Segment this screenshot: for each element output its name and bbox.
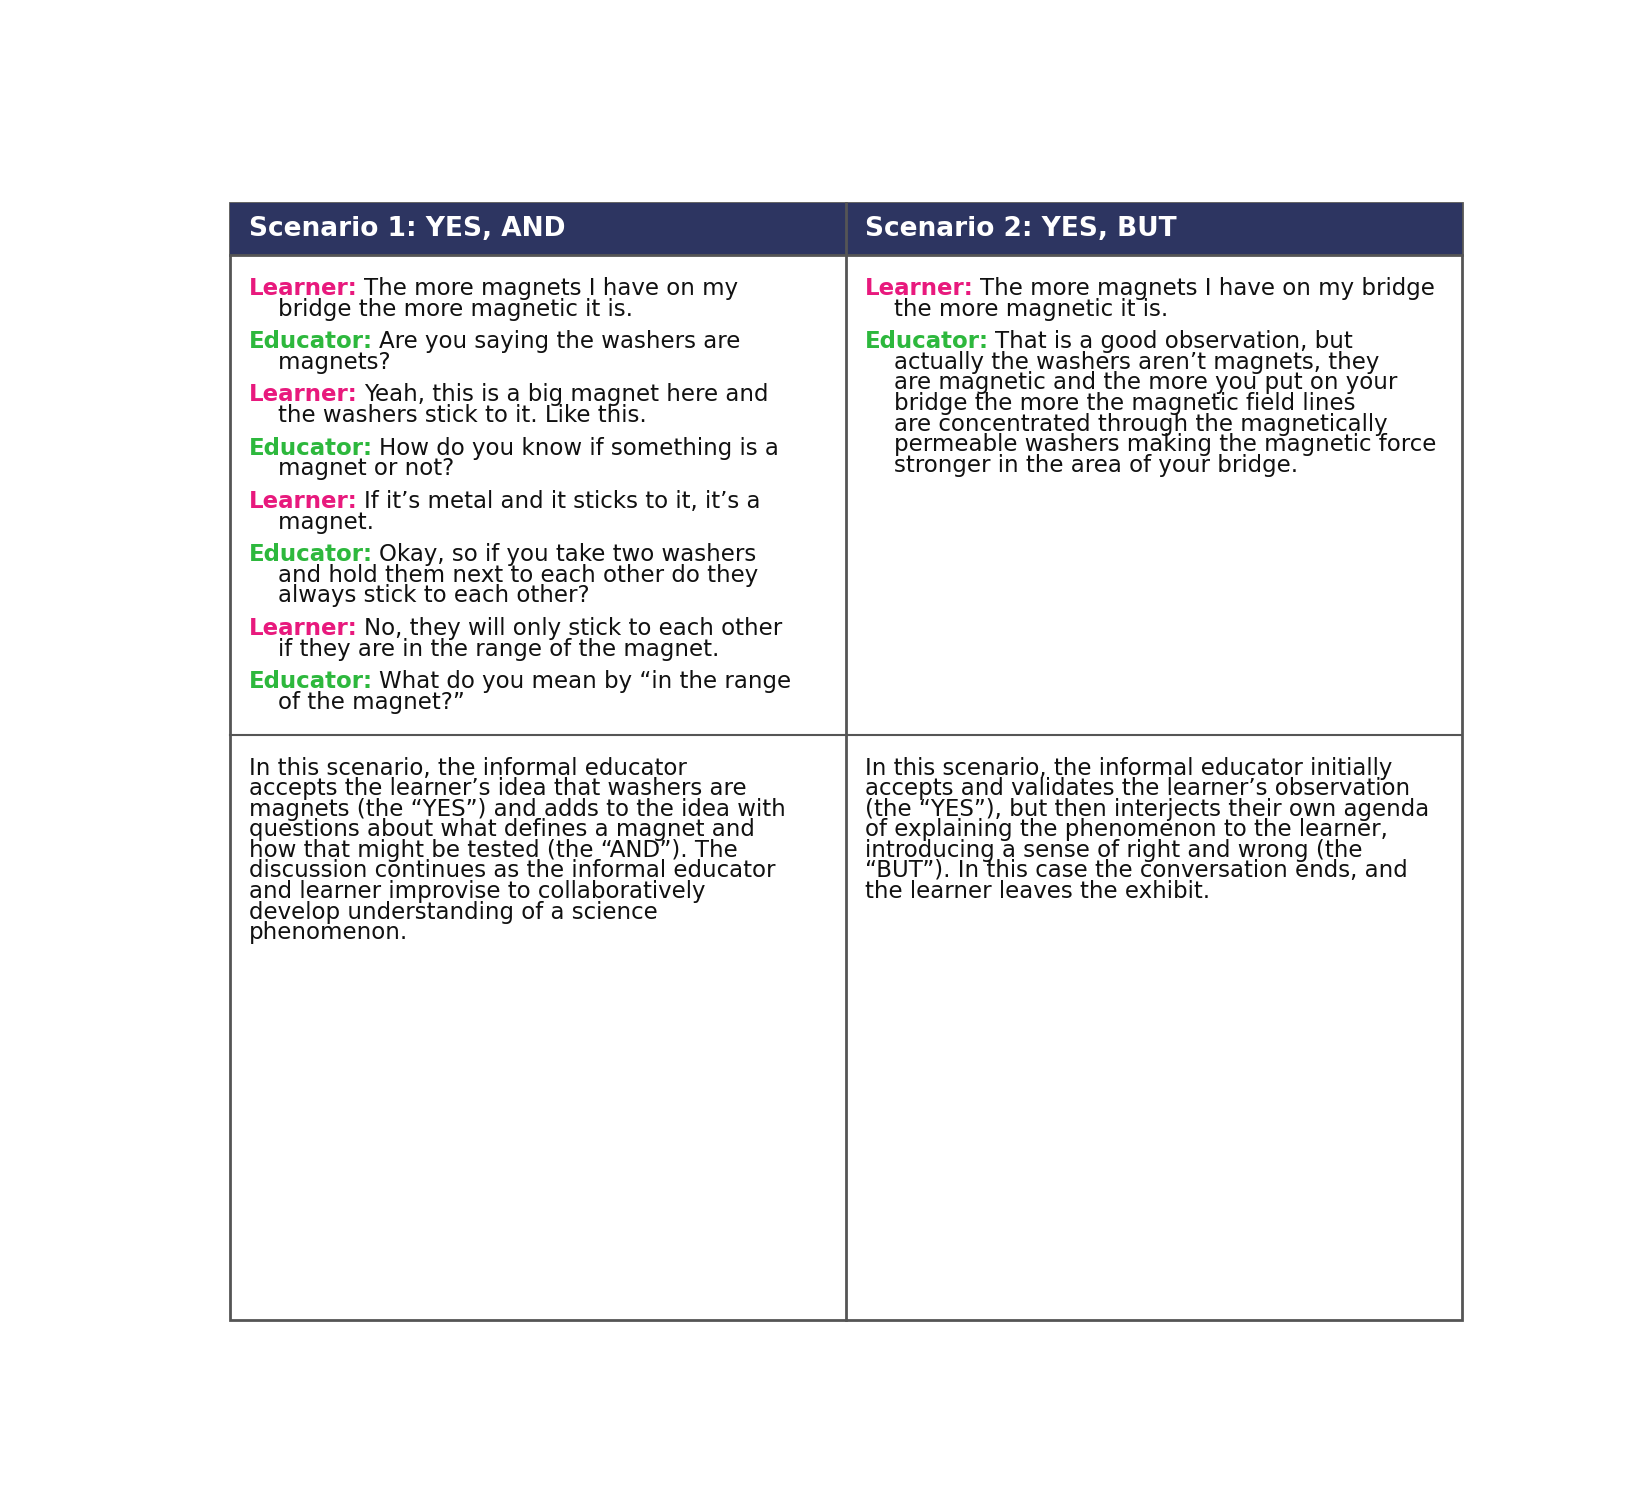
Text: accepts the learner’s idea that washers are: accepts the learner’s idea that washers … (249, 777, 746, 800)
Text: always stick to each other?: always stick to each other? (249, 585, 589, 608)
Text: stronger in the area of your bridge.: stronger in the area of your bridge. (865, 453, 1299, 477)
Text: the washers stick to it. Like this.: the washers stick to it. Like this. (249, 404, 647, 427)
Text: Educator:: Educator: (865, 330, 988, 354)
Text: Educator:: Educator: (249, 436, 373, 459)
Text: Scenario 1: YES, AND: Scenario 1: YES, AND (249, 216, 566, 243)
Text: magnets (the “YES”) and adds to the idea with: magnets (the “YES”) and adds to the idea… (249, 798, 785, 820)
Text: discussion continues as the informal educator: discussion continues as the informal edu… (249, 859, 775, 882)
Text: develop understanding of a science: develop understanding of a science (249, 900, 658, 924)
Text: Learner:: Learner: (249, 278, 358, 300)
Text: questions about what defines a magnet and: questions about what defines a magnet an… (249, 819, 754, 842)
Text: the more magnetic it is.: the more magnetic it is. (865, 297, 1168, 321)
Text: bridge the more the magnetic field lines: bridge the more the magnetic field lines (865, 392, 1356, 416)
Text: Are you saying the washers are: Are you saying the washers are (380, 330, 741, 354)
Bar (845, 202, 1462, 255)
Text: That is a good observation, but: That is a good observation, but (995, 330, 1353, 354)
Text: permeable washers making the magnetic force: permeable washers making the magnetic fo… (865, 433, 1437, 456)
Text: of explaining the phenomenon to the learner,: of explaining the phenomenon to the lear… (865, 819, 1388, 842)
Text: how that might be tested (the “AND”). The: how that might be tested (the “AND”). Th… (249, 839, 738, 862)
Text: Educator:: Educator: (249, 670, 373, 693)
Text: The more magnets I have on my: The more magnets I have on my (363, 278, 738, 300)
Text: No, they will only stick to each other: No, they will only stick to each other (363, 616, 782, 640)
Text: “BUT”). In this case the conversation ends, and: “BUT”). In this case the conversation en… (865, 859, 1407, 882)
Text: (the “YES”), but then interjects their own agenda: (the “YES”), but then interjects their o… (865, 798, 1429, 820)
Text: Educator:: Educator: (249, 330, 373, 354)
Text: actually the washers aren’t magnets, they: actually the washers aren’t magnets, the… (865, 351, 1379, 374)
Text: bridge the more magnetic it is.: bridge the more magnetic it is. (249, 297, 634, 321)
Text: magnets?: magnets? (249, 351, 391, 374)
Text: The more magnets I have on my bridge: The more magnets I have on my bridge (980, 278, 1436, 300)
Text: Yeah, this is a big magnet here and: Yeah, this is a big magnet here and (363, 384, 769, 406)
Bar (229, 202, 845, 255)
Text: if they are in the range of the magnet.: if they are in the range of the magnet. (249, 638, 719, 660)
Text: magnet or not?: magnet or not? (249, 458, 454, 480)
Text: and hold them next to each other do they: and hold them next to each other do they (249, 564, 757, 586)
Text: accepts and validates the learner’s observation: accepts and validates the learner’s obse… (865, 777, 1411, 800)
Text: phenomenon.: phenomenon. (249, 921, 408, 944)
Text: Learner:: Learner: (249, 384, 358, 406)
Text: If it’s metal and it sticks to it, it’s a: If it’s metal and it sticks to it, it’s … (363, 490, 761, 513)
Text: and learner improvise to collaboratively: and learner improvise to collaboratively (249, 880, 706, 903)
Text: introducing a sense of right and wrong (the: introducing a sense of right and wrong (… (865, 839, 1363, 862)
Text: Okay, so if you take two washers: Okay, so if you take two washers (380, 543, 756, 566)
Text: are magnetic and the more you put on your: are magnetic and the more you put on you… (865, 372, 1398, 394)
Text: Educator:: Educator: (249, 543, 373, 566)
Text: Scenario 2: YES, BUT: Scenario 2: YES, BUT (865, 216, 1176, 243)
Text: of the magnet?”: of the magnet?” (249, 692, 465, 714)
Text: What do you mean by “in the range: What do you mean by “in the range (380, 670, 792, 693)
Text: In this scenario, the informal educator: In this scenario, the informal educator (249, 756, 686, 780)
Text: Learner:: Learner: (865, 278, 974, 300)
Text: magnet.: magnet. (249, 510, 375, 534)
Text: Learner:: Learner: (249, 490, 358, 513)
Text: How do you know if something is a: How do you know if something is a (380, 436, 779, 459)
Text: In this scenario, the informal educator initially: In this scenario, the informal educator … (865, 756, 1393, 780)
Text: Learner:: Learner: (249, 616, 358, 640)
Text: are concentrated through the magnetically: are concentrated through the magneticall… (865, 413, 1388, 435)
Text: the learner leaves the exhibit.: the learner leaves the exhibit. (865, 880, 1209, 903)
